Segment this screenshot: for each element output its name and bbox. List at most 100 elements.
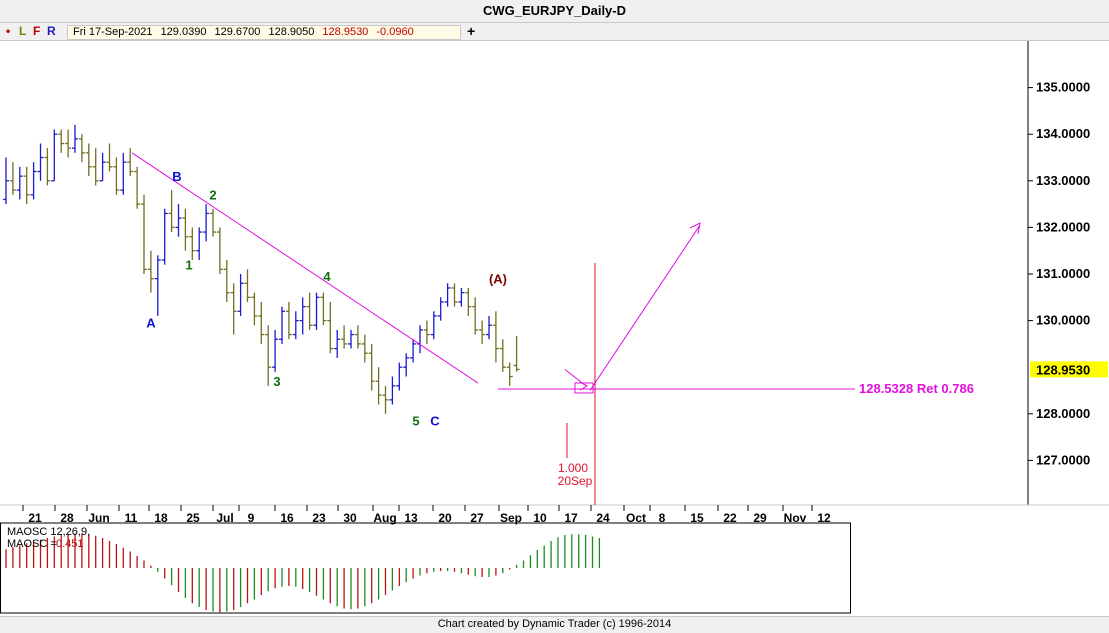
ohlc-bar [361,334,368,363]
x-tick-label: Jun [88,511,109,525]
ohlc-bar [203,204,210,242]
ohlc-bar [472,297,479,335]
ohlc-bar [423,320,430,344]
quote-close: 128.9530 [322,26,369,38]
oscillator-value: 0.451 [56,538,84,550]
ohlc-bar [44,148,51,186]
ohlc-bar [51,129,58,182]
ohlc-bar [341,325,348,349]
ohlc-bar [506,362,513,386]
ohlc-bar [430,311,437,340]
ohlc-bar [196,227,203,261]
ohlc-bar [106,143,113,172]
ohlc-bar [486,315,492,340]
wave-label: B [172,169,181,184]
l-button[interactable]: L [19,24,27,38]
oscillator-value-label: MAOSC = [7,538,57,550]
x-tick-label: 20 [438,511,452,525]
quote-box: Fri 17-Sep-2021 129.0390 129.6700 128.90… [67,25,461,40]
ohlc-bar [244,269,251,302]
arrow-head-icon [689,222,701,235]
ohlc-bar [65,129,72,158]
ohlc-bar [154,255,161,316]
x-tick-label: 28 [60,511,74,525]
quote-date: Fri 17-Sep-2021 [73,26,153,38]
quote-open: 129.0390 [160,26,207,38]
ohlc-bar [251,292,258,326]
ohlc-bar [334,329,341,358]
ohlc-bar [292,311,299,340]
retracement-label: 128.5328 Ret 0.786 [859,381,974,396]
dot-button[interactable]: • [6,24,11,38]
ohlc-bar [3,157,9,205]
quote-change: -0.0960 [376,26,414,38]
x-tick-label: Oct [626,511,646,525]
ohlc-bar [368,343,375,391]
y-tick-label: 130.0000 [1036,313,1090,328]
ohlc-bar [58,129,65,153]
y-tick-label: 128.0000 [1036,406,1090,421]
trendline [131,152,479,384]
wave-label: 4 [323,269,331,284]
ohlc-bar [417,325,423,354]
ohlc-bar [285,301,292,340]
ohlc-bar [403,353,410,377]
ohlc-bar [479,320,486,344]
wave-label: 5 [412,413,419,428]
ohlc-bar [127,148,134,177]
projection-up-line [589,224,701,391]
ohlc-bar [120,152,127,195]
wave-label: A [146,316,156,331]
ohlc-bar [320,292,327,326]
ohlc-bar [30,162,37,200]
ohlc-bar [230,283,237,335]
x-tick-label: 15 [690,511,704,525]
ohlc-bar [99,152,106,182]
x-tick-label: Nov [784,511,807,525]
ohlc-bar [210,208,216,237]
y-tick-label: 131.0000 [1036,266,1090,281]
ohlc-bar [85,143,92,177]
ohlc-bar [258,301,265,344]
wave-label: C [430,413,440,428]
ohlc-bar [16,166,23,200]
y-tick-label: 133.0000 [1036,173,1090,188]
wave-label: 1 [185,257,192,272]
quote-high: 129.6700 [214,26,261,38]
quote-low: 128.9050 [268,26,315,38]
ohlc-bar [113,157,120,195]
ohlc-bar [37,143,44,181]
ohlc-bar [444,283,451,307]
x-tick-label: 30 [343,511,357,525]
time-target-date: 20Sep [558,474,593,488]
f-button[interactable]: F [33,24,41,38]
ohlc-bar [396,362,403,391]
x-tick-label: 8 [659,511,666,525]
last-price-label: 128.9530 [1036,362,1090,377]
ohlc-bar [410,339,417,363]
r-button[interactable]: R [47,24,56,38]
ohlc-bar [451,283,458,307]
wave-label: (A) [489,271,507,286]
ohlc-bar [9,162,16,195]
ohlc-bar [237,274,244,316]
ohlc-bar [492,311,499,363]
x-tick-label: 11 [125,511,138,525]
ohlc-bar [72,124,78,153]
wave-label: 2 [209,187,216,202]
y-tick-label: 135.0000 [1036,80,1090,95]
retracement-box [574,382,594,394]
wave-label: 3 [273,374,280,389]
ohlc-bar [216,227,223,274]
ohlc-bar [499,339,506,372]
add-button[interactable]: + [467,23,476,39]
x-tick-label: 29 [753,511,767,525]
ohlc-bar [299,297,306,335]
x-tick-label: 25 [186,511,200,525]
x-tick-label: 27 [470,511,484,525]
y-tick-label: 132.0000 [1036,219,1090,234]
ohlc-bar [327,301,334,354]
x-tick-label: Aug [373,511,396,525]
time-target-ratio: 1.000 [558,461,588,475]
